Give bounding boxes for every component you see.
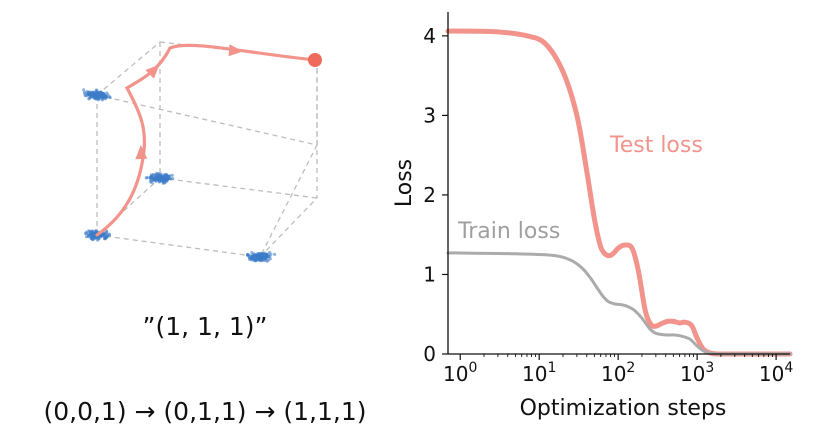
series-label-train-loss: Train loss — [457, 219, 560, 244]
x-tick-label: 101 — [522, 360, 556, 386]
trajectory-path — [95, 43, 317, 237]
cluster-group — [82, 88, 277, 263]
x-axis-label: Optimization steps — [520, 396, 727, 421]
arrow-head-icon — [145, 64, 160, 79]
loss-chart: 0 1 2 3 4 100 101 102 103 104 Test loss Train los… — [392, 12, 793, 421]
arrow-head-icon — [135, 145, 148, 160]
path-label: (0,0,1) → (0,1,1) → (1,1,1) — [43, 397, 367, 426]
y-tick-label: 4 — [423, 24, 436, 48]
concept-cube-panel: ”(1, 1, 1)” (0,0,1) → (0,1,1) → (1,1,1) — [0, 0, 400, 442]
train-loss-line — [446, 251, 792, 356]
test-loss-line — [445, 28, 793, 357]
x-tick-label: 100 — [443, 360, 477, 386]
y-axis-label: Loss — [392, 159, 417, 207]
concept-cube-diagram — [82, 41, 322, 263]
cube-edge — [96, 94, 318, 146]
y-tick-label: 2 — [423, 183, 436, 207]
concept-label: ”(1, 1, 1)” — [142, 312, 268, 341]
ticks-layer: 0 1 2 3 4 100 101 102 103 104 — [423, 24, 793, 386]
cube-edge — [96, 41, 161, 96]
y-tick-label: 3 — [423, 103, 436, 127]
loss-chart-panel: 0 1 2 3 4 100 101 102 103 104 Test loss Train los… — [380, 0, 834, 442]
x-tick-label: 104 — [759, 360, 793, 386]
cube-edge — [259, 197, 318, 258]
series-layer — [445, 28, 793, 357]
cube-edge — [159, 177, 318, 199]
point-cluster — [144, 171, 175, 185]
arrow-head-icon — [228, 44, 243, 57]
cube-edge — [96, 234, 261, 258]
endpoint-marker — [308, 53, 322, 67]
axes-layer — [447, 12, 790, 355]
point-cluster — [82, 88, 112, 102]
y-tick-label: 1 — [423, 262, 436, 286]
cube-edge — [259, 144, 318, 258]
learning-trajectory — [95, 43, 322, 237]
series-label-test-loss: Test loss — [609, 133, 703, 158]
cube-wireframe — [96, 41, 318, 258]
x-tick-label: 103 — [680, 360, 714, 386]
x-tick-label: 102 — [601, 360, 635, 386]
y-tick-label: 0 — [423, 342, 436, 366]
point-cluster — [245, 250, 277, 263]
